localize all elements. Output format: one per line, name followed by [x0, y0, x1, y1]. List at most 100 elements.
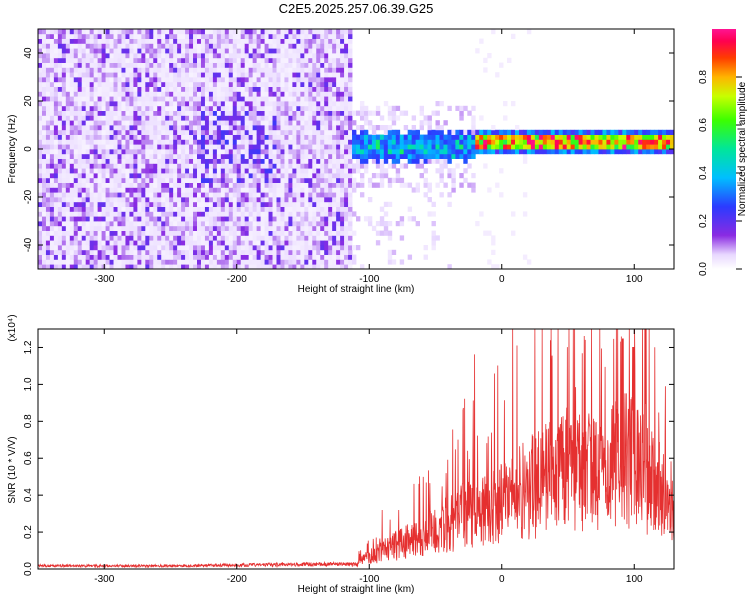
- spectrogram-cell: [85, 129, 91, 135]
- spectrogram-cell: [284, 177, 289, 183]
- spectrogram-cell: [320, 115, 325, 121]
- spectrogram-cell: [149, 38, 154, 44]
- spectrogram-cell: [244, 163, 250, 169]
- spectrogram-cell: [312, 57, 317, 63]
- spectrogram-cell: [332, 81, 337, 87]
- spectrogram-cell: [276, 240, 281, 246]
- spectrogram-cell: [367, 134, 373, 140]
- spectrogram-cell: [77, 144, 83, 150]
- spectrogram-cell: [292, 62, 297, 68]
- spectrogram-cell: [93, 216, 99, 222]
- spectrogram-cell: [451, 144, 456, 150]
- spectrogram-cell: [252, 221, 258, 227]
- spectrogram-cell: [77, 235, 83, 241]
- spectrogram-cell: [161, 38, 166, 44]
- spectrogram-cell: [296, 221, 301, 227]
- spectrogram-cell: [105, 206, 110, 212]
- spectrogram-cell: [173, 235, 178, 241]
- spectrogram-cell: [145, 67, 150, 73]
- spectrogram-cell: [224, 129, 230, 135]
- spectrogram-cell: [129, 105, 134, 111]
- spectrogram-cell: [216, 201, 222, 207]
- spectrogram-cell: [379, 158, 385, 164]
- spectrogram-cell: [256, 254, 262, 260]
- spectrogram-cell: [61, 264, 67, 270]
- spectrogram-cell: [542, 149, 548, 155]
- spectrogram-cell: [125, 149, 130, 155]
- spectrogram-cell: [244, 81, 250, 87]
- spectrogram-cell: [177, 149, 182, 155]
- spectrogram-cell: [399, 259, 405, 265]
- spectrogram-cell: [447, 105, 452, 111]
- spectrogram-cell: [264, 43, 269, 49]
- spectrogram-cell: [197, 221, 202, 227]
- spectrogram-cell: [395, 105, 401, 111]
- spectrogram-cell: [204, 153, 210, 159]
- spectrogram-cell: [117, 230, 122, 236]
- spectrogram-cell: [145, 192, 150, 198]
- spectrogram-cell: [352, 129, 357, 135]
- spectrogram-cell: [109, 149, 114, 155]
- spectrogram-cell: [129, 240, 134, 246]
- spectrogram-cell: [288, 163, 293, 169]
- spectrogram-cell: [228, 216, 234, 222]
- spectrogram-cell: [288, 249, 293, 255]
- spectrogram-cell: [316, 134, 321, 140]
- spectrogram-cell: [308, 211, 313, 217]
- spectrogram-cell: [216, 177, 222, 183]
- spectrogram-cell: [316, 197, 321, 203]
- spectrogram-cell: [328, 221, 333, 227]
- spectrogram-cell: [177, 173, 182, 179]
- spectrogram-cell: [467, 134, 472, 140]
- spectrogram-cell: [332, 216, 337, 222]
- spectrogram-cell: [630, 139, 635, 145]
- spectrogram-cell: [316, 115, 321, 121]
- spectrogram-cell: [248, 57, 254, 63]
- spectrogram-cell: [383, 168, 389, 174]
- spectrogram-cell: [332, 77, 337, 83]
- spectrogram-cell: [81, 216, 87, 222]
- spectrogram-cell: [359, 101, 365, 107]
- spectrogram-cell: [328, 120, 333, 126]
- spectrogram-cell: [471, 134, 476, 140]
- spectrogram-cell: [391, 120, 397, 126]
- spectrogram-cell: [93, 177, 99, 183]
- spectrogram-cell: [97, 77, 102, 83]
- spectrogram-cell: [121, 264, 126, 270]
- spectrogram-cell: [383, 144, 389, 150]
- spectrogram-cell: [49, 206, 55, 212]
- spectrogram-cell: [232, 158, 238, 164]
- spectrogram-cell: [141, 240, 146, 246]
- spectrogram-cell: [228, 43, 234, 49]
- spectrogram-cell: [53, 158, 59, 164]
- spectrogram-cell: [264, 57, 269, 63]
- spectrogram-cell: [220, 201, 226, 207]
- spectrogram-cell: [344, 72, 349, 78]
- spectrogram-cell: [101, 173, 106, 179]
- spectrogram-cell: [121, 163, 126, 169]
- spectrogram-cell: [332, 254, 337, 260]
- spectrogram-cell: [252, 230, 258, 236]
- spectrogram-cell: [153, 86, 158, 92]
- spectrogram-cell: [85, 201, 91, 207]
- spectrogram-cell: [435, 139, 440, 145]
- spectrogram-cell: [328, 177, 333, 183]
- spectrogram-cell: [268, 235, 273, 241]
- spectrogram-cell: [125, 264, 130, 270]
- spectrogram-cell: [359, 163, 365, 169]
- spectrogram-cell: [157, 149, 162, 155]
- spectrogram-cell: [216, 168, 222, 174]
- spectrogram-cell: [367, 197, 373, 203]
- spectrogram-cell: [280, 177, 285, 183]
- spectrogram-cell: [236, 187, 242, 193]
- spectrogram-cell: [65, 105, 71, 111]
- spectrogram-cell: [133, 153, 138, 159]
- spectrogram-cell: [240, 77, 246, 83]
- spectrogram-cell: [157, 173, 162, 179]
- spectrogram-cell: [97, 158, 102, 164]
- spectrogram-cell: [292, 38, 297, 44]
- spectrogram-cell: [212, 182, 218, 188]
- spectrogram-cell: [455, 105, 460, 111]
- spectrogram-cell: [435, 125, 440, 131]
- spectrogram-cell: [157, 225, 162, 231]
